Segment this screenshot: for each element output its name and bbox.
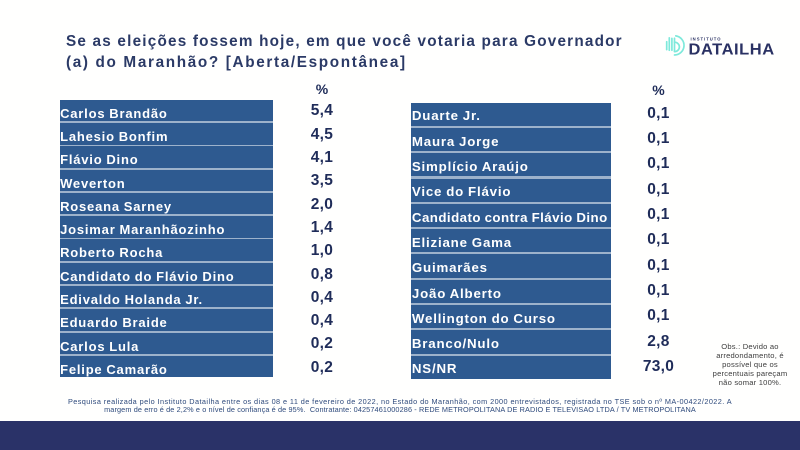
svg-text:INSTITUTO: INSTITUTO <box>691 37 722 42</box>
svg-text:DATAILHA: DATAILHA <box>689 42 775 58</box>
